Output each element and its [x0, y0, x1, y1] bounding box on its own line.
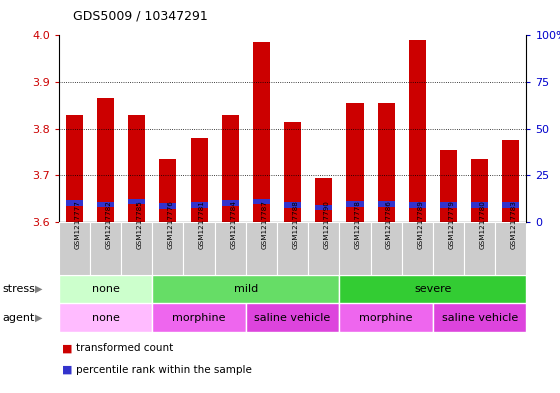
Text: morphine: morphine	[360, 312, 413, 323]
Text: GDS5009 / 10347291: GDS5009 / 10347291	[73, 10, 208, 23]
Bar	[190, 202, 208, 208]
Text: ▶: ▶	[35, 312, 42, 323]
Text: mild: mild	[234, 284, 258, 294]
Bar	[315, 178, 332, 222]
Bar	[402, 222, 433, 275]
Bar	[377, 201, 395, 207]
Bar	[440, 150, 457, 222]
Text: agent: agent	[3, 312, 35, 323]
Text: GSM1217780: GSM1217780	[479, 200, 486, 249]
Bar	[284, 122, 301, 222]
Bar	[97, 98, 114, 222]
Bar	[184, 222, 214, 275]
Text: GSM1217779: GSM1217779	[449, 200, 455, 249]
Text: ■: ■	[62, 343, 72, 353]
Bar	[160, 204, 176, 209]
Bar	[284, 202, 301, 208]
Bar	[471, 159, 488, 222]
Bar	[128, 115, 145, 222]
Text: severe: severe	[414, 284, 451, 294]
Bar	[502, 202, 519, 208]
Bar	[464, 222, 495, 275]
Bar	[59, 303, 152, 332]
Bar	[59, 275, 152, 303]
Text: ■: ■	[62, 365, 72, 375]
Bar	[121, 222, 152, 275]
Bar	[347, 103, 363, 222]
Text: GSM1217781: GSM1217781	[199, 200, 205, 249]
Bar	[246, 222, 277, 275]
Bar	[59, 222, 90, 275]
Bar	[222, 115, 239, 222]
Bar	[502, 140, 519, 222]
Bar	[152, 303, 246, 332]
Bar	[190, 138, 208, 222]
Bar	[253, 199, 270, 204]
Bar	[339, 222, 371, 275]
Text: GSM1217789: GSM1217789	[417, 200, 423, 249]
Text: saline vehicle: saline vehicle	[441, 312, 518, 323]
Text: GSM1217776: GSM1217776	[168, 200, 174, 249]
Bar	[152, 275, 339, 303]
Bar	[66, 115, 83, 222]
Text: GSM1217777: GSM1217777	[74, 200, 81, 249]
Text: percentile rank within the sample: percentile rank within the sample	[76, 365, 251, 375]
Bar	[222, 200, 239, 206]
Bar	[495, 222, 526, 275]
Bar	[315, 205, 332, 210]
Bar	[97, 202, 114, 207]
Text: none: none	[92, 284, 119, 294]
Text: GSM1217778: GSM1217778	[355, 200, 361, 249]
Bar	[409, 40, 426, 222]
Text: GSM1217784: GSM1217784	[230, 200, 236, 249]
Bar	[66, 200, 83, 206]
Bar	[371, 222, 402, 275]
Bar	[90, 222, 121, 275]
Bar	[152, 222, 184, 275]
Text: GSM1217788: GSM1217788	[292, 200, 298, 249]
Bar	[433, 222, 464, 275]
Text: morphine: morphine	[172, 312, 226, 323]
Bar	[277, 222, 308, 275]
Bar	[308, 222, 339, 275]
Bar	[339, 275, 526, 303]
Bar	[253, 42, 270, 222]
Bar	[160, 159, 176, 222]
Text: GSM1217786: GSM1217786	[386, 200, 392, 249]
Text: transformed count: transformed count	[76, 343, 173, 353]
Text: none: none	[92, 312, 119, 323]
Bar	[377, 103, 395, 222]
Text: GSM1217790: GSM1217790	[324, 200, 330, 249]
Bar	[347, 201, 363, 207]
Bar	[339, 303, 433, 332]
Text: GSM1217782: GSM1217782	[105, 200, 111, 249]
Text: GSM1217787: GSM1217787	[262, 200, 268, 249]
Bar	[128, 199, 145, 204]
Bar	[409, 202, 426, 208]
Bar	[440, 202, 457, 208]
Text: ▶: ▶	[35, 284, 42, 294]
Bar	[214, 222, 246, 275]
Bar	[246, 303, 339, 332]
Text: saline vehicle: saline vehicle	[254, 312, 331, 323]
Text: stress: stress	[3, 284, 36, 294]
Text: GSM1217785: GSM1217785	[137, 200, 143, 249]
Text: GSM1217783: GSM1217783	[511, 200, 517, 249]
Bar	[471, 202, 488, 208]
Bar	[433, 303, 526, 332]
